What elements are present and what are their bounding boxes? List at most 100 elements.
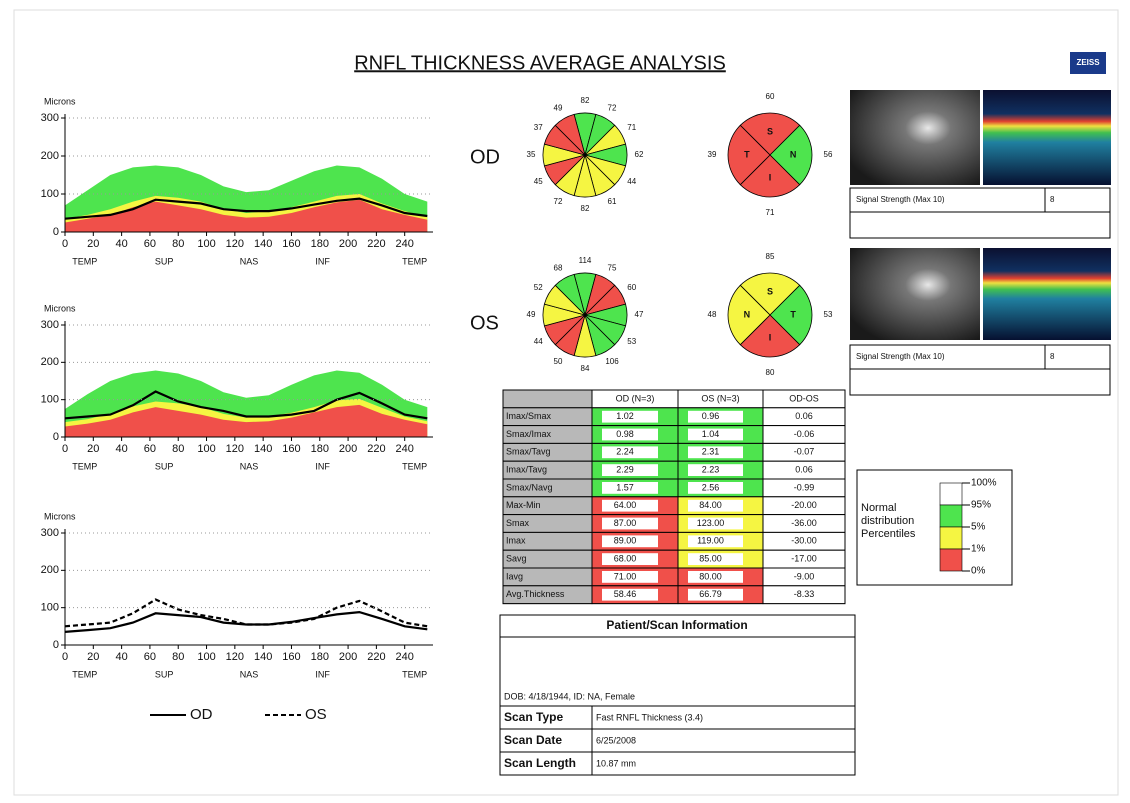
info-key: Scan Type xyxy=(504,710,563,724)
x-tick-label: 100 xyxy=(197,238,215,250)
x-tick-label: 240 xyxy=(396,651,414,663)
legend-label: OS xyxy=(305,706,327,723)
sector-value: 72 xyxy=(554,197,563,206)
sector-value: 82 xyxy=(581,204,590,213)
percentile-swatch xyxy=(940,549,962,571)
x-tick-label: 80 xyxy=(172,443,184,455)
x-tick-label: 40 xyxy=(115,238,127,250)
x-tick-label: 120 xyxy=(226,443,244,455)
sector-value: 53 xyxy=(627,337,636,346)
sector-value: 60 xyxy=(627,283,636,292)
section-label: NAS xyxy=(240,669,259,679)
sector-label: S xyxy=(767,286,773,296)
x-tick-label: 0 xyxy=(62,238,68,250)
x-tick-label: 0 xyxy=(62,443,68,455)
info-key: Scan Date xyxy=(504,733,562,747)
sector-value: 37 xyxy=(534,123,543,132)
cell-value: 0.98 xyxy=(616,429,634,439)
legend-title: Normal xyxy=(861,502,896,514)
column-header: OD-OS xyxy=(789,393,819,403)
percentile-swatch xyxy=(940,527,962,549)
column-header: OS (N=3) xyxy=(701,393,739,403)
cell-value: 1.02 xyxy=(616,411,634,421)
section-label: TEMP xyxy=(402,256,427,266)
x-tick-label: 20 xyxy=(87,443,99,455)
cell-value: 2.24 xyxy=(616,447,634,457)
x-tick-label: 240 xyxy=(396,238,414,250)
sector-label: N xyxy=(790,149,797,159)
y-axis-label: Microns xyxy=(44,96,76,106)
sector-label: S xyxy=(767,126,773,136)
y-tick-label: 200 xyxy=(41,564,59,576)
oct-image xyxy=(983,90,1111,185)
sector-label: I xyxy=(769,332,772,342)
cell-value: -20.00 xyxy=(791,500,817,510)
column-header: OD (N=3) xyxy=(616,393,655,403)
eye-label: OD xyxy=(470,146,500,168)
sector-label: T xyxy=(790,309,796,319)
section-label: TEMP xyxy=(402,461,427,471)
cell-value: 119.00 xyxy=(697,536,724,546)
signal-value: 8 xyxy=(1050,195,1055,204)
cell-value: 89.00 xyxy=(614,536,637,546)
cell-value: 85.00 xyxy=(699,553,722,563)
row-label: Smax xyxy=(506,518,530,528)
legend-title: distribution xyxy=(861,515,914,527)
row-label: Max-Min xyxy=(506,500,541,510)
legend-label: 0% xyxy=(971,566,986,577)
y-tick-label: 200 xyxy=(41,356,59,368)
cell-value: -17.00 xyxy=(791,553,817,563)
sector-value: 53 xyxy=(824,310,833,319)
x-tick-label: 80 xyxy=(172,238,184,250)
eye-label: OS xyxy=(470,312,499,334)
cell-value: 71.00 xyxy=(614,571,637,581)
y-tick-label: 100 xyxy=(41,602,59,614)
info-title: Patient/Scan Information xyxy=(606,618,747,632)
signal-extra xyxy=(850,212,1110,238)
sector-label: T xyxy=(744,149,750,159)
legend-label: OD xyxy=(190,706,213,723)
section-label: TEMP xyxy=(72,669,97,679)
y-tick-label: 0 xyxy=(53,431,59,443)
sector-label: I xyxy=(769,172,772,182)
row-label: Smax/Navg xyxy=(506,482,553,492)
x-tick-label: 140 xyxy=(254,651,272,663)
x-tick-label: 240 xyxy=(396,443,414,455)
info-key: Scan Length xyxy=(504,756,576,770)
patient-info: Patient/Scan Information DOB: 4/18/1944, … xyxy=(500,615,855,775)
x-tick-label: 120 xyxy=(226,651,244,663)
sector-value: 48 xyxy=(708,310,717,319)
x-tick-label: 200 xyxy=(339,443,357,455)
header-cell xyxy=(503,390,592,408)
cell-value: 1.04 xyxy=(702,429,720,439)
y-tick-label: 300 xyxy=(41,112,59,124)
x-tick-label: 200 xyxy=(339,238,357,250)
cell-value: 1.57 xyxy=(616,482,634,492)
sector-value: 61 xyxy=(608,197,617,206)
cell-value: 2.29 xyxy=(616,464,634,474)
signal-value: 8 xyxy=(1050,352,1055,361)
section-label: INF xyxy=(315,669,330,679)
sector-value: 72 xyxy=(608,103,617,112)
sector-value: 68 xyxy=(554,263,563,272)
logo: ZEISS xyxy=(1076,58,1100,67)
row-label: Imax xyxy=(506,536,526,546)
x-tick-label: 140 xyxy=(254,238,272,250)
x-tick-label: 40 xyxy=(115,443,127,455)
section-label: TEMP xyxy=(72,461,97,471)
x-tick-label: 60 xyxy=(144,238,156,250)
legend-label: 5% xyxy=(971,522,986,533)
row-label: Imax/Smax xyxy=(506,411,552,421)
signal-label: Signal Strength (Max 10) xyxy=(856,352,945,361)
x-tick-label: 160 xyxy=(282,443,300,455)
sector-value: 44 xyxy=(627,177,636,186)
sector-value: 84 xyxy=(581,364,590,373)
x-tick-label: 20 xyxy=(87,238,99,250)
x-tick-label: 200 xyxy=(339,651,357,663)
title: RNFL THICKNESS AVERAGE ANALYSIS xyxy=(354,52,726,74)
row-label: Avg.Thickness xyxy=(506,589,565,599)
sector-value: 114 xyxy=(579,256,592,265)
info-line: DOB: 4/18/1944, ID: NA, Female xyxy=(504,691,635,701)
sector-value: 50 xyxy=(554,357,563,366)
sector-value: 52 xyxy=(534,283,543,292)
